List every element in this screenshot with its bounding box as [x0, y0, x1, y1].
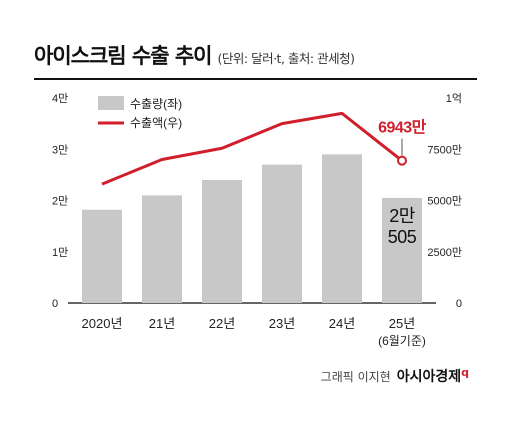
x-tick-label: 24년 — [329, 316, 355, 331]
line-series — [101, 111, 403, 186]
x-tick-label: 21년 — [149, 316, 175, 331]
title-row: 아이스크림 수출 추이 (단위: 달러·t, 출처: 관세청) — [34, 40, 355, 70]
bar — [382, 197, 422, 303]
line-point — [397, 155, 407, 166]
x-tick-label: 25년 — [389, 316, 415, 331]
bar — [262, 164, 302, 303]
right-tick-label: 2500만 — [427, 246, 462, 259]
x-tick-label: 22년 — [209, 316, 235, 331]
x-tick-label: 23년 — [269, 316, 295, 331]
x-tick-label: 2020년 — [82, 316, 123, 331]
footer: 그래픽 이지현 아시아경제q — [321, 366, 469, 386]
data-label-bar: 505 — [388, 227, 417, 247]
title-rule — [34, 78, 477, 80]
right-tick-label: 5000만 — [427, 195, 462, 208]
legend-label: 수출액(우) — [130, 116, 182, 130]
data-label-bar: 2만 — [389, 206, 415, 226]
left-tick-label: 4만 — [52, 92, 68, 105]
left-tick-label: 2만 — [52, 195, 68, 208]
right-tick-label: 1억 — [446, 92, 462, 105]
left-tick-label: 3만 — [52, 143, 68, 156]
legend-swatch-bar — [98, 96, 124, 110]
chart-subtitle: (단위: 달러·t, 출처: 관세청) — [217, 51, 355, 66]
data-label-line: 6943만 — [378, 119, 427, 137]
right-tick-label: 7500만 — [427, 143, 462, 156]
x-tick-sublabel: (6월기준) — [378, 334, 426, 348]
legend-label: 수출량(좌) — [130, 97, 182, 111]
credit: 그래픽 이지현 — [320, 370, 391, 384]
brand-logo: 아시아경제 — [396, 369, 462, 385]
bar — [82, 209, 122, 303]
left-tick-label: 1만 — [52, 246, 68, 259]
bar — [202, 180, 242, 303]
left-tick-label: 0 — [52, 298, 58, 310]
chart-title: 아이스크림 수출 추이 — [34, 44, 213, 68]
bar — [142, 195, 182, 303]
bar — [322, 154, 362, 303]
right-tick-label: 0 — [456, 298, 462, 310]
brand-mark-icon: q — [461, 366, 469, 379]
